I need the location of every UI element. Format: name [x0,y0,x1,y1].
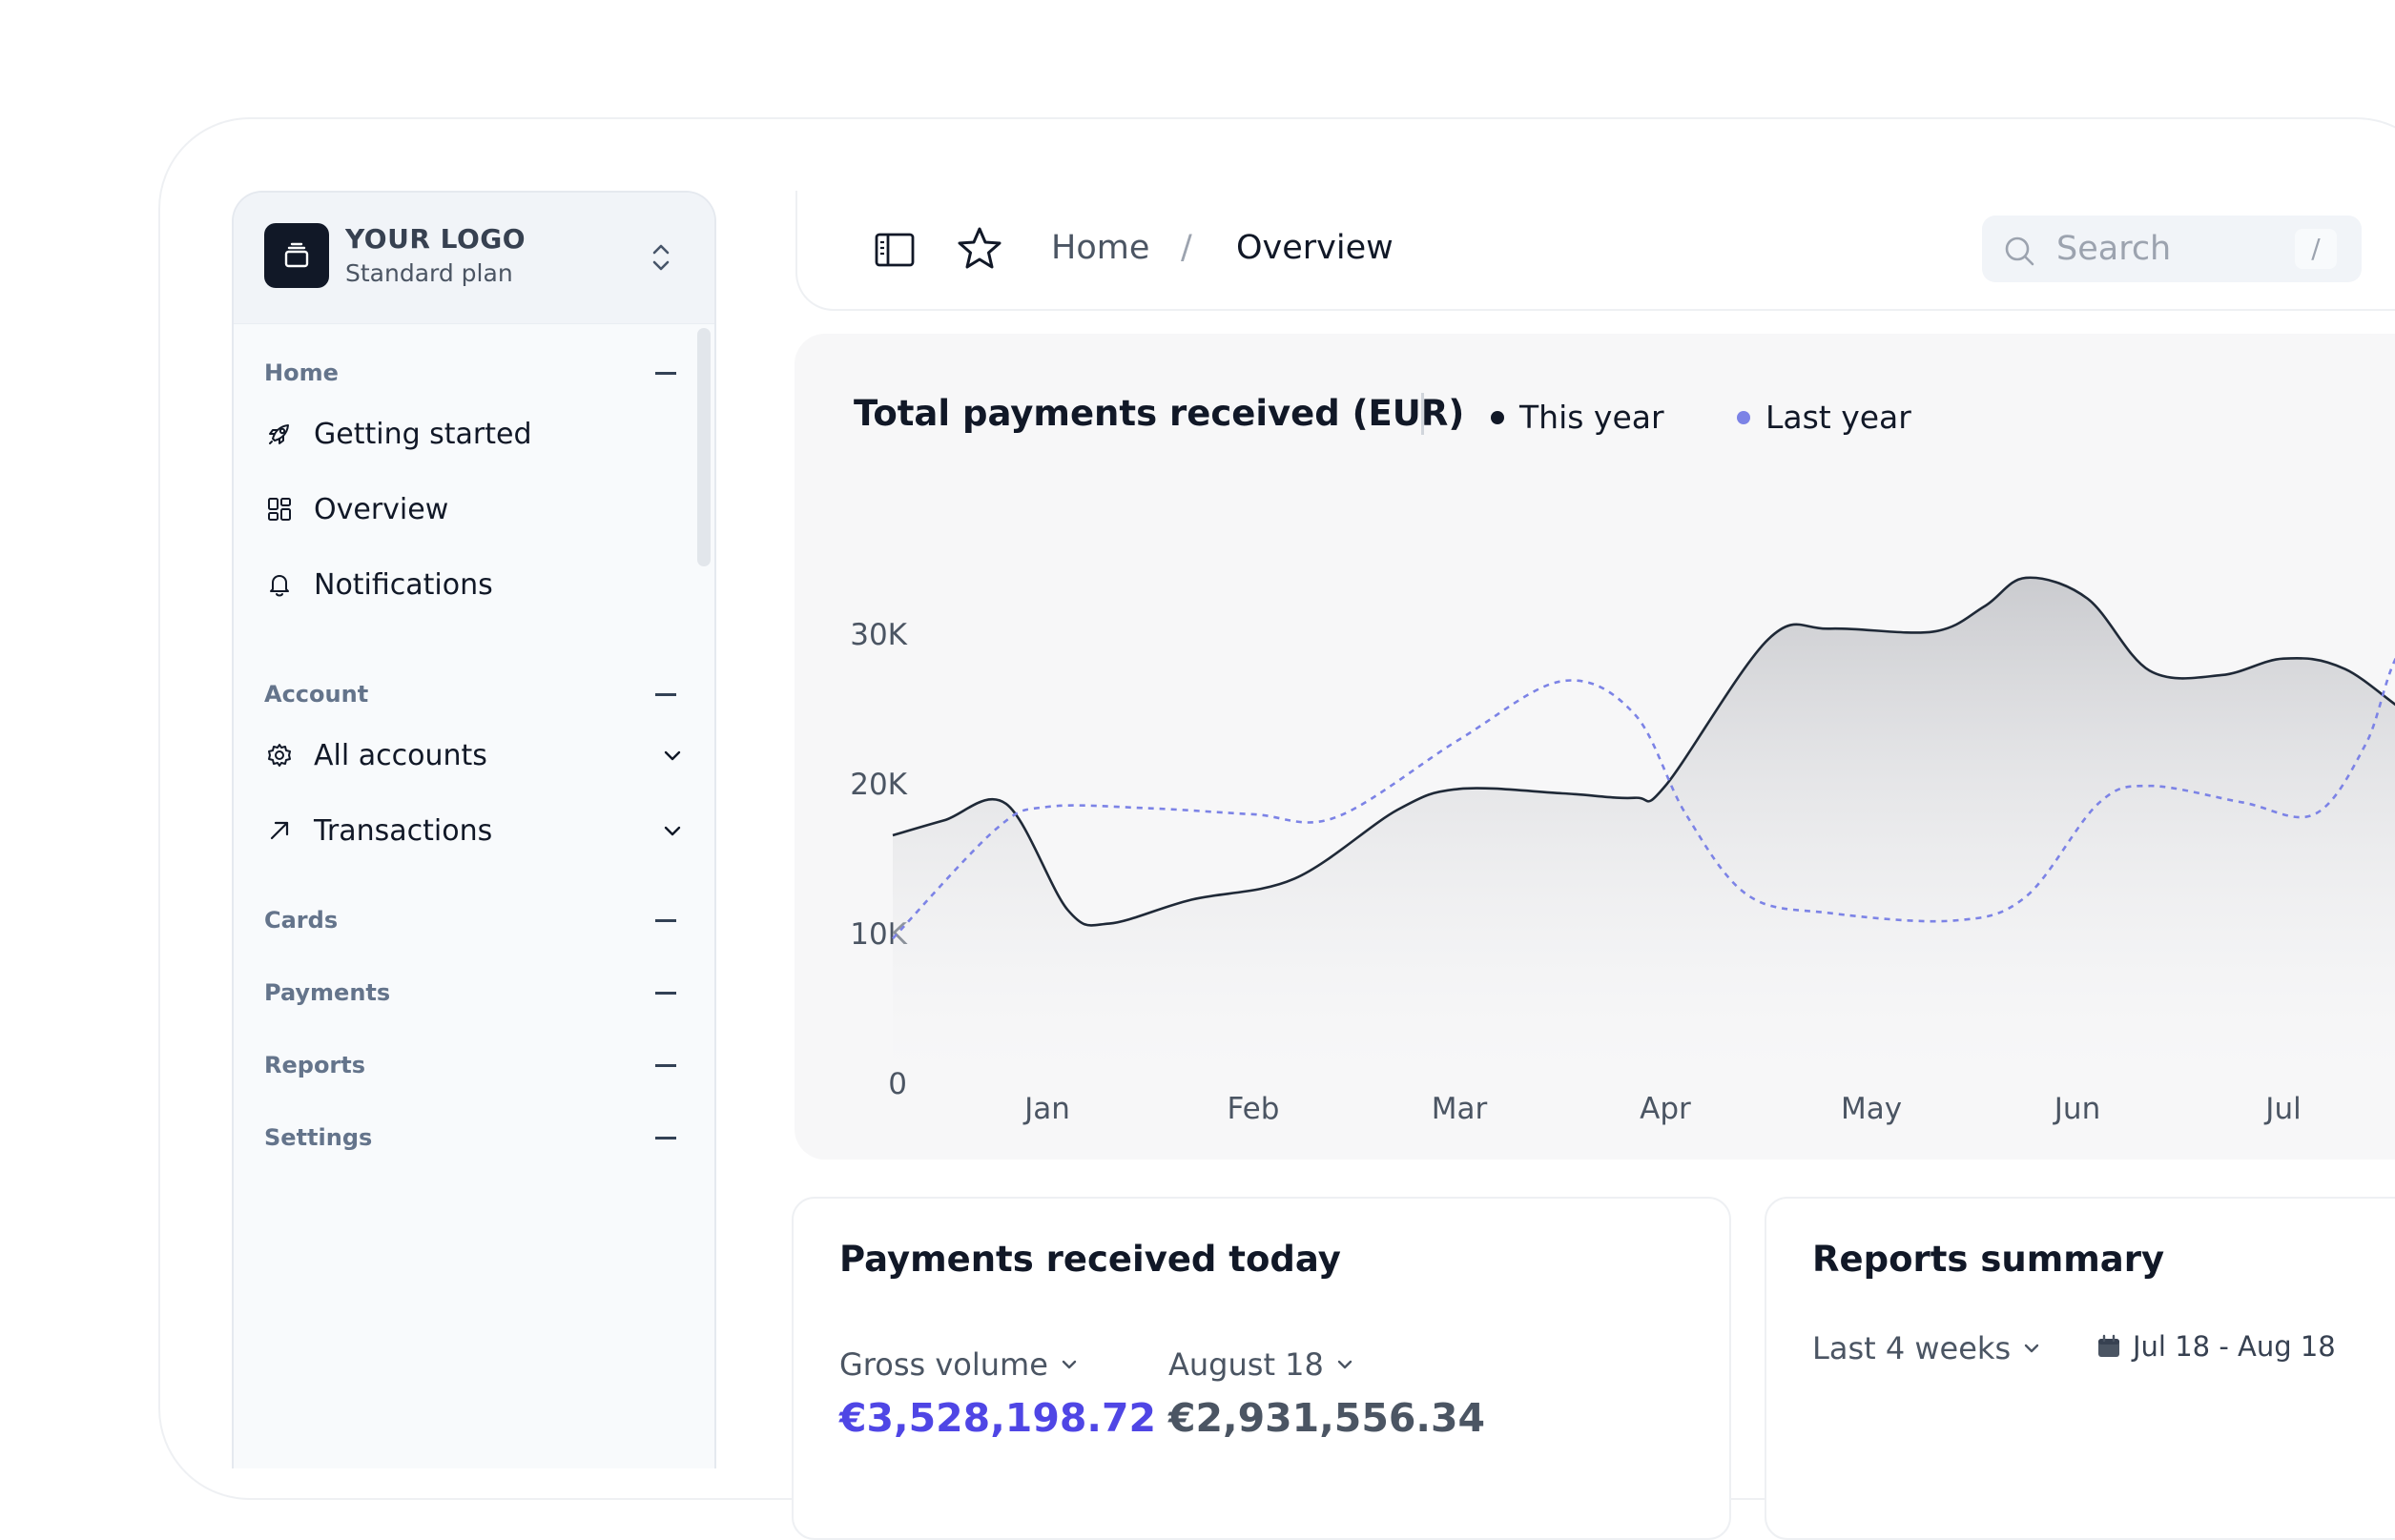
date-amount: €2,931,556.34 [1168,1395,1486,1441]
grid-icon [268,498,291,521]
reports-summary-card: Reports summary Last 4 weeks Jul 18 - Au… [1765,1197,2395,1540]
sidebar-item-getting-started[interactable]: Getting started [253,405,688,462]
sidebar: YOUR LOGO Standard plan Home Getting sta… [232,191,716,1468]
plan-label: Standard plan [345,259,513,287]
sidebar-item-label: Overview [314,492,449,526]
legend-dot [1491,410,1504,424]
y-tick-label: 0 [888,1067,907,1101]
sidebar-item-overview[interactable]: Overview [253,481,688,538]
x-tick-label: May [1841,1092,1902,1126]
legend-this-year[interactable]: This year [1491,399,1664,436]
sidebar-scrollbar[interactable] [697,328,711,566]
sidebar-item-label: Transactions [314,813,493,848]
collapse-cards-icon[interactable] [655,919,676,922]
legend-last-year[interactable]: Last year [1737,399,1911,436]
x-tick-label: Jan [1022,1092,1070,1126]
sidebar-item-label: Getting started [314,417,532,451]
divider [1421,393,1424,435]
dropdown-label: Gross volume [839,1346,1048,1383]
logo-title: YOUR LOGO [345,223,526,255]
collapse-payments-icon[interactable] [655,992,676,995]
range-dropdown[interactable]: Last 4 weeks [1812,1330,2041,1366]
legend-dot [1737,410,1750,424]
y-tick-label: 30K [850,618,907,652]
payments-chart-card: Total payments received (EUR) This year … [795,334,2395,1160]
date-dropdown[interactable]: August 18 [1168,1346,1354,1383]
section-title-cards[interactable]: Cards [264,907,339,934]
chevron-up-down-icon[interactable] [646,238,676,277]
date-range-label: Jul 18 - Aug 18 [2133,1330,2336,1363]
date-range-picker[interactable]: Jul 18 - Aug 18 [2096,1330,2336,1363]
card-title: Reports summary [1812,1239,2165,1280]
collapse-reports-icon[interactable] [655,1064,676,1067]
section-title-payments[interactable]: Payments [264,979,391,1006]
star-icon[interactable] [956,225,1003,273]
calendar-icon [2098,1334,2119,1357]
workspace-switcher[interactable]: YOUR LOGO Standard plan [234,193,714,324]
card-title: Payments received today [839,1239,1341,1280]
section-title-account[interactable]: Account [264,681,369,708]
chevron-down-icon [1062,1360,1077,1369]
y-tick-label: 20K [850,768,907,802]
series-line-this-year [892,576,2395,927]
legend-label: Last year [1765,399,1911,436]
search-input[interactable] [2056,227,2276,271]
top-bar: Home / Overview / [795,191,2395,311]
section-title-home[interactable]: Home [264,359,339,386]
search-box[interactable]: / [1982,216,2362,282]
payments-today-card: Payments received today Gross volume €3,… [792,1197,1731,1540]
sidebar-item-all-accounts[interactable]: All accounts [253,727,688,784]
gross-volume-amount: €3,528,198.72 [839,1395,1157,1441]
chevron-down-icon[interactable] [661,744,684,767]
stack-icon [284,242,309,268]
sidebar-item-notifications[interactable]: Notifications [253,556,688,613]
section-title-reports[interactable]: Reports [264,1052,366,1078]
logo [264,223,329,288]
x-tick-label: Mar [1432,1092,1488,1126]
x-tick-label: Apr [1640,1092,1691,1126]
x-tick-label: Jun [2053,1092,2100,1126]
sidebar-item-label: Notifications [314,567,493,602]
series-area-this-year [893,577,2395,1073]
breadcrumb-home[interactable]: Home [1051,229,1150,267]
sidebar-item-transactions[interactable]: Transactions [253,802,688,859]
section-title-settings[interactable]: Settings [264,1124,373,1151]
series-line-last-year [892,657,2395,940]
gross-volume-dropdown[interactable]: Gross volume [839,1346,1079,1383]
x-tick-label: Feb [1228,1092,1280,1126]
dropdown-label: Last 4 weeks [1812,1330,2012,1366]
x-tick-label: Jul [2263,1092,2301,1126]
chevron-down-icon [1337,1360,1352,1369]
arrow-up-right-icon [270,821,289,840]
rocket-icon [269,424,289,444]
search-shortcut-key: / [2295,229,2337,269]
collapse-home-icon[interactable] [655,372,676,375]
sidebar-item-label: All accounts [314,738,487,772]
gear-icon [268,744,291,767]
breadcrumb-current: Overview [1236,229,1394,267]
breadcrumb-separator: / [1181,229,1192,267]
bell-icon [270,575,289,597]
search-icon [2005,236,2034,266]
collapse-account-icon[interactable] [655,693,676,696]
chevron-down-icon[interactable] [661,819,684,842]
legend-label: This year [1519,399,1664,436]
sidebar-toggle-icon[interactable] [874,229,916,271]
chart-title: Total payments received (EUR) [854,393,1465,434]
collapse-settings-icon[interactable] [655,1137,676,1140]
dropdown-label: August 18 [1168,1346,1324,1383]
chevron-down-icon [2024,1344,2039,1353]
